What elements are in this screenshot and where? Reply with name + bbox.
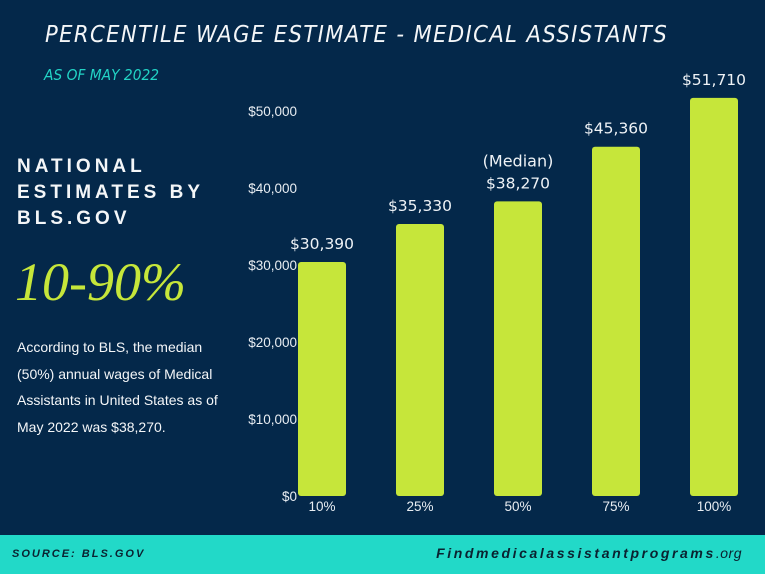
bar-10pct xyxy=(298,261,346,496)
source-label: SOURCE: BLS.GOV xyxy=(12,548,146,560)
x-tick-label: 25% xyxy=(406,499,433,514)
site-name-text: Findmedicalassistantprograms xyxy=(436,545,716,561)
bar-100pct xyxy=(690,97,738,496)
heading-line: ESTIMATES BY xyxy=(17,182,204,203)
site-name: Findmedicalassistantprograms.org xyxy=(436,545,742,561)
bar-value-label: $51,710 xyxy=(682,71,746,89)
y-tick-label: $20,000 xyxy=(248,335,297,350)
y-tick-label: $10,000 xyxy=(248,412,297,427)
bar-value-label: $35,330 xyxy=(388,197,452,215)
x-tick-label: 50% xyxy=(504,499,531,514)
footer-bar: SOURCE: BLS.GOV Findmedicalassistantprog… xyxy=(0,535,765,574)
chart-subtitle: AS OF MAY 2022 xyxy=(44,66,160,84)
x-tick-label: 100% xyxy=(697,499,732,514)
bar-75pct xyxy=(592,146,640,496)
bars-group: $30,390 $35,330 $38,270 (Median) $45,360 $51,… xyxy=(290,71,746,497)
heading-line: NATIONAL xyxy=(17,156,146,177)
bar-value-label: $45,360 xyxy=(584,120,648,138)
x-axis: 10% 25% 50% 75% 100% xyxy=(308,499,731,514)
y-tick-label: $50,000 xyxy=(248,104,297,119)
y-tick-label: $40,000 xyxy=(248,181,297,196)
chart-title: PERCENTILE WAGE ESTIMATE - MEDICAL ASSIS… xyxy=(45,22,669,48)
y-tick-label: $30,000 xyxy=(248,258,297,273)
percentile-range-label: 10-90% xyxy=(15,252,186,312)
bar-chart: $0 $10,000 $20,000 $30,000 $40,000 $50,000 $3… xyxy=(248,71,746,514)
x-tick-label: 10% xyxy=(308,499,335,514)
y-axis: $0 $10,000 $20,000 $30,000 $40,000 $50,000 xyxy=(248,104,297,504)
bar-value-label: $38,270 xyxy=(486,174,550,192)
y-tick-label: $0 xyxy=(282,489,297,504)
bar-50pct xyxy=(494,201,542,497)
median-annotation: (Median) xyxy=(483,151,554,170)
x-tick-label: 75% xyxy=(602,499,629,514)
median-description: According to BLS, the median (50%) annua… xyxy=(17,339,218,435)
bar-value-label: $30,390 xyxy=(290,235,354,253)
site-tld: .org xyxy=(715,545,742,561)
national-estimates-heading: NATIONAL ESTIMATES BY BLS.GOV xyxy=(17,154,204,232)
bar-25pct xyxy=(396,223,444,497)
heading-line: BLS.GOV xyxy=(17,208,131,229)
